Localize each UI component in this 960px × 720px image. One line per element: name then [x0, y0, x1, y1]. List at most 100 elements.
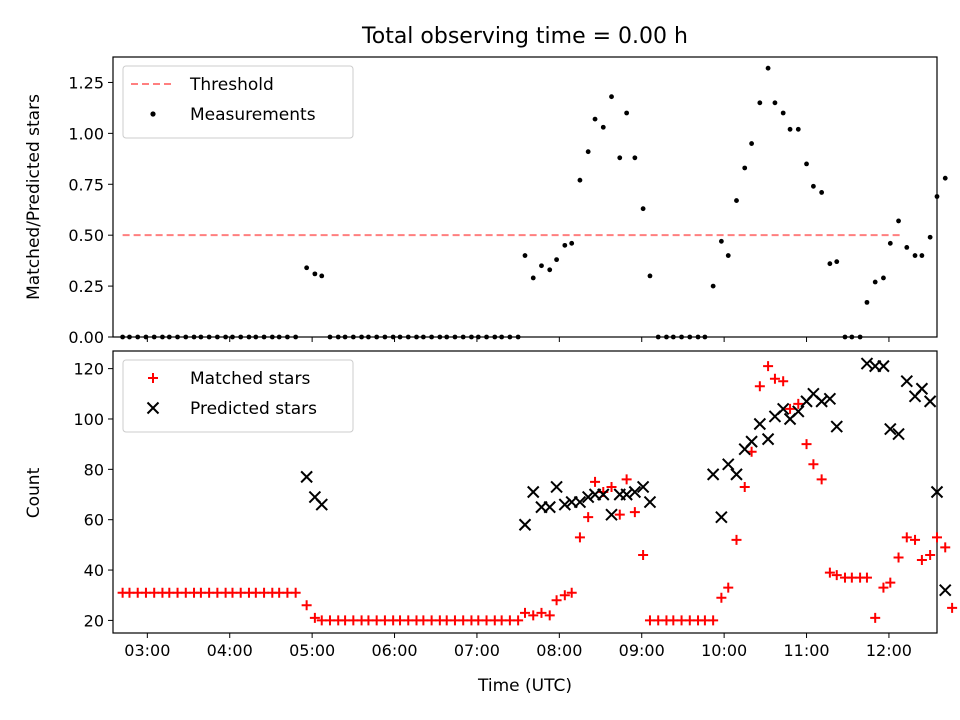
- measurement-point: [319, 273, 325, 279]
- predicted-star-point: [892, 427, 905, 441]
- predicted-star-point: [900, 375, 913, 388]
- measurement-point: [135, 334, 141, 340]
- measurement-point: [469, 334, 474, 340]
- measurement-point: [577, 177, 583, 183]
- measurement-point: [710, 283, 716, 289]
- measurement-point: [819, 190, 825, 195]
- measurement-point: [484, 334, 489, 340]
- matched-star-point: [940, 542, 951, 553]
- x-tick-label: 06:00: [371, 641, 417, 660]
- matched-star-point: [614, 509, 625, 520]
- matched-star-point: [824, 567, 835, 578]
- measurement-point: [934, 194, 940, 199]
- matched-star-point: [739, 481, 750, 492]
- measurement-point: [335, 334, 341, 340]
- matched-star-point: [551, 595, 562, 606]
- measurement-point: [285, 334, 290, 340]
- measurement-point: [655, 334, 661, 340]
- x-tick-label: 05:00: [289, 641, 335, 660]
- predicted-star-point: [823, 392, 837, 406]
- measurement-point: [223, 334, 229, 340]
- matched-star-point: [793, 398, 804, 409]
- measurement-point: [444, 334, 450, 340]
- measurement-point: [405, 334, 411, 340]
- measurement-point: [912, 253, 918, 258]
- matched-star-point: [925, 549, 936, 560]
- matched-star-point: [583, 512, 594, 523]
- measurement-point: [304, 265, 310, 271]
- measurement-point: [350, 334, 356, 340]
- measurement-point: [811, 183, 816, 189]
- matched-star-point: [520, 607, 530, 618]
- top-y-tick-label: 0.50: [68, 226, 104, 245]
- measurement-point: [919, 253, 925, 258]
- predicted-star-point: [550, 480, 563, 494]
- measurement-point: [787, 126, 793, 132]
- matched-star-point: [621, 474, 632, 485]
- matched-star-point: [559, 590, 570, 601]
- predicted-star-point: [745, 435, 758, 448]
- matched-star-point: [606, 481, 617, 492]
- predicted-star-point: [792, 405, 805, 418]
- predicted-star-point: [923, 395, 937, 408]
- measurement-point: [120, 334, 126, 340]
- measurement-point: [718, 238, 724, 244]
- legend-matched-swatch: [148, 373, 158, 383]
- matched-star-point: [778, 376, 789, 387]
- measurement-point: [475, 334, 481, 340]
- measurement-point: [780, 110, 786, 116]
- legend-measurement-swatch: [150, 111, 156, 117]
- measurement-point: [397, 334, 403, 340]
- matched-star-point: [932, 532, 942, 543]
- measurement-point: [414, 334, 419, 340]
- measurement-point: [857, 334, 863, 340]
- matched-star-point: [870, 612, 881, 623]
- measurement-point: [592, 116, 598, 122]
- matched-star-point: [885, 577, 896, 588]
- top-series-measurements: [120, 65, 948, 340]
- measurement-point: [887, 240, 893, 246]
- x-tick-label: 03:00: [124, 641, 170, 660]
- matched-star-point: [513, 615, 524, 626]
- measurement-point: [160, 334, 165, 340]
- top-y-axis-label: Matched/Predicted stars: [24, 94, 44, 300]
- matched-star-point: [901, 532, 912, 543]
- x-tick-label: 11:00: [783, 641, 829, 660]
- bottom-series-matched-stars: [117, 361, 958, 626]
- measurement-point: [632, 155, 638, 161]
- measurement-point: [206, 334, 212, 340]
- predicted-star-point: [636, 480, 650, 494]
- measurement-point: [452, 334, 458, 340]
- top-legend-box: [122, 65, 354, 139]
- measurement-point: [492, 334, 498, 340]
- measurement-point: [772, 100, 778, 106]
- legend-label: Predicted stars: [190, 399, 317, 419]
- matched-star-point: [309, 612, 320, 623]
- measurement-point: [143, 334, 149, 340]
- matched-star-point: [801, 439, 812, 450]
- matched-star-point: [947, 602, 958, 613]
- measurement-point: [175, 334, 180, 340]
- predicted-star-point: [300, 470, 313, 484]
- measurement-point: [437, 334, 443, 340]
- measurement-point: [420, 334, 426, 340]
- measurement-point: [261, 334, 267, 340]
- measurement-point: [624, 110, 630, 116]
- matched-star-point: [574, 532, 585, 543]
- measurement-point: [765, 65, 771, 71]
- predicted-star-point: [605, 508, 618, 521]
- measurement-point: [429, 334, 435, 340]
- measurement-point: [609, 94, 614, 100]
- matched-star-point: [536, 607, 547, 618]
- matched-star-point: [708, 615, 719, 626]
- measurement-point: [460, 334, 466, 340]
- predicted-star-point: [815, 395, 828, 408]
- matched-star-point: [528, 610, 539, 621]
- top-panel: 0.00 0.25 0.50 0.75 1.00 1.25 Threshold Measure…: [68, 56, 948, 347]
- top-y-tick-label: 0.25: [68, 277, 104, 296]
- bottom-y-tick-label: 80: [84, 460, 104, 479]
- measurement-point: [166, 334, 172, 340]
- predicted-star-point: [706, 468, 720, 481]
- measurement-point: [507, 334, 513, 340]
- x-tick-label: 09:00: [619, 641, 665, 660]
